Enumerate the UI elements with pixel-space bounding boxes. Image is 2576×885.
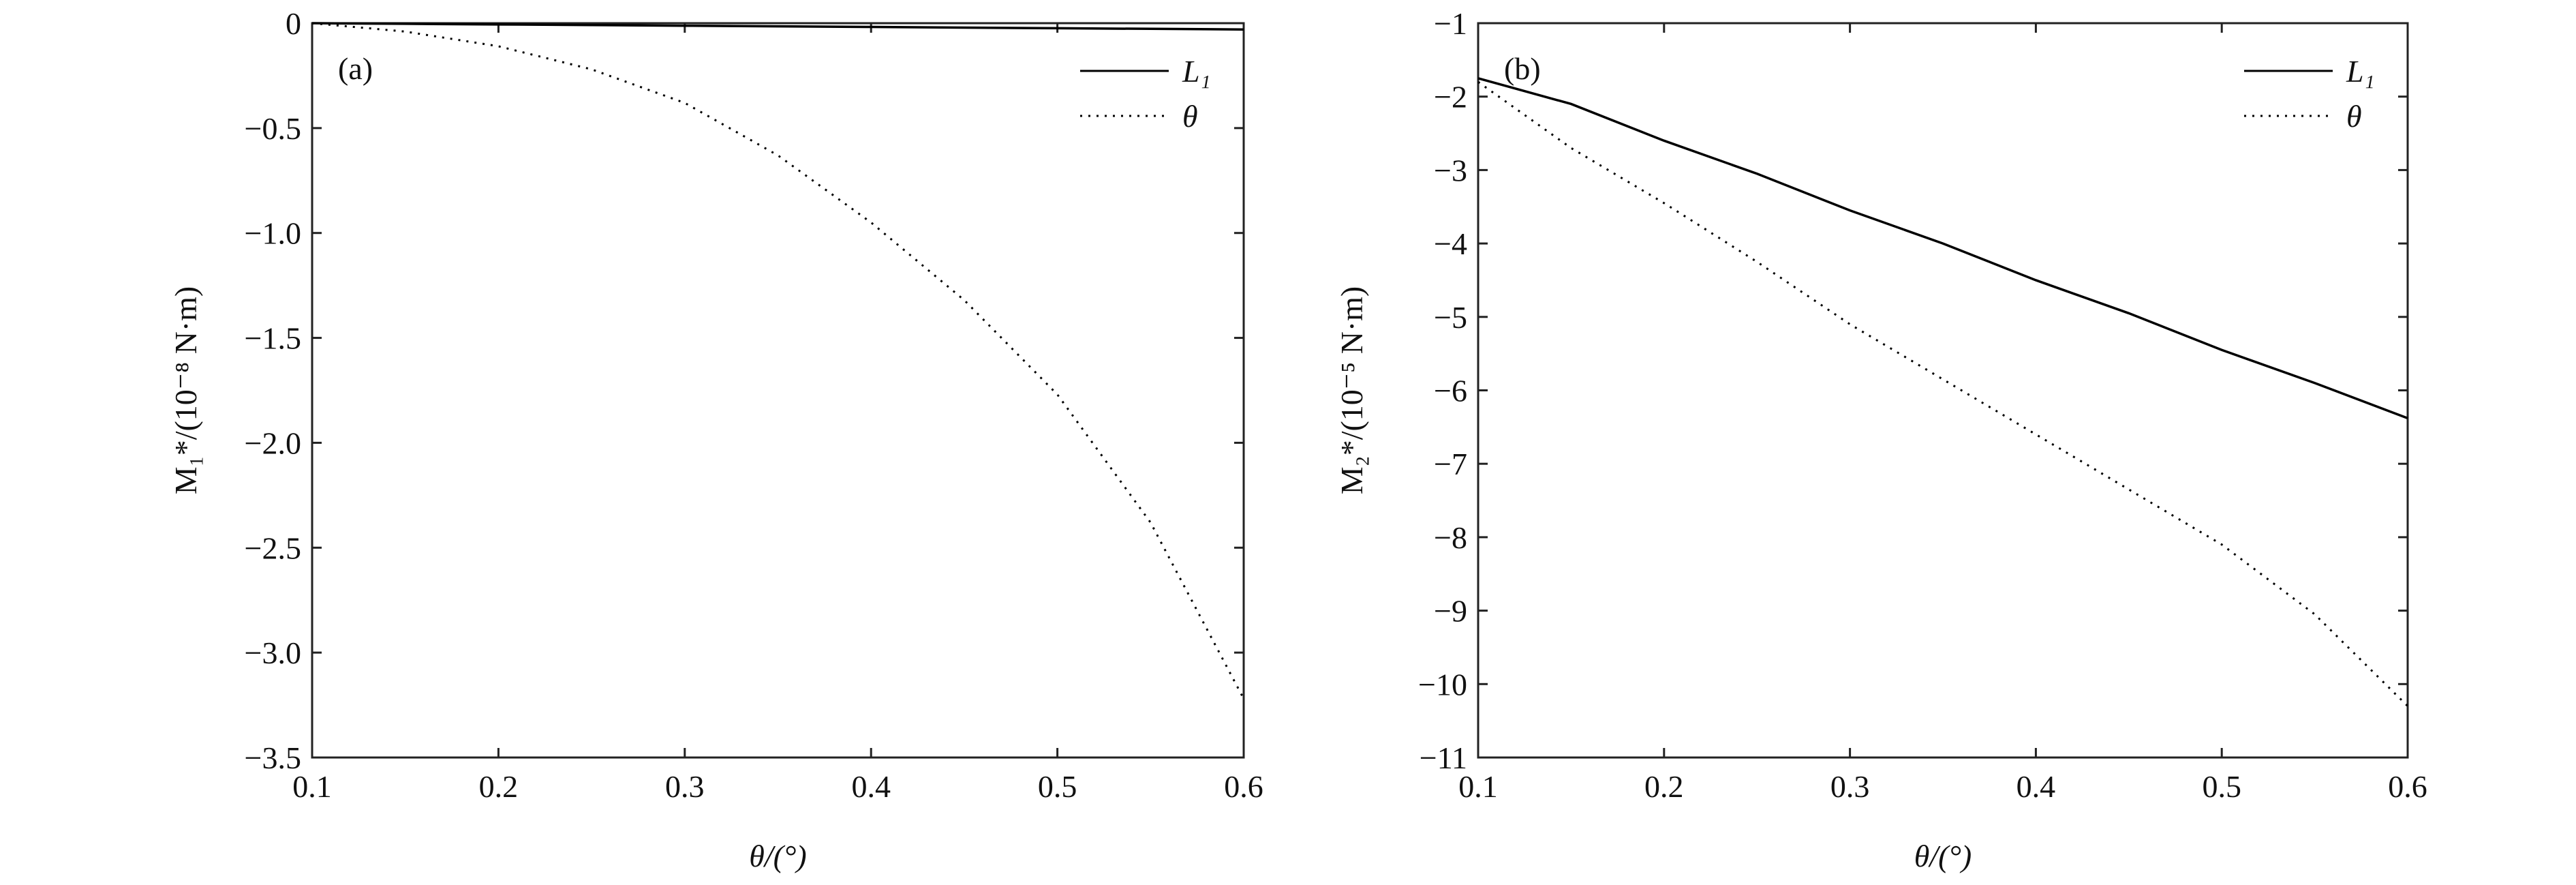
panel: 0.1 0.2 0.3 0.4 0.5 0.6 0 −0.5 −1.0 −1.5 −2.0 −2.5 −… bbox=[168, 6, 1263, 873]
x-axis-label: θ/(°) bbox=[1914, 839, 1972, 873]
plot-frame bbox=[1477, 22, 2409, 759]
x-tick-label: 0.6 bbox=[2388, 769, 2427, 804]
y-tick-label: −1.0 bbox=[245, 216, 301, 251]
legend-label: θ bbox=[1182, 99, 1198, 134]
legend-label: L₁ bbox=[2346, 54, 2375, 89]
x-tick-label: 0.5 bbox=[1038, 769, 1077, 804]
y-tick-label: 0 bbox=[286, 6, 301, 41]
x-tick-label: 0.2 bbox=[1644, 769, 1684, 804]
y-tick-label: −1.5 bbox=[245, 321, 301, 356]
series-line bbox=[1477, 80, 2409, 707]
series-line bbox=[1477, 77, 2408, 420]
y-tick-label: −7 bbox=[1434, 447, 1467, 481]
y-tick-label: −11 bbox=[1420, 740, 1467, 775]
x-tick-label: 0.1 bbox=[1458, 769, 1498, 804]
legend-label: θ bbox=[2346, 99, 2362, 134]
y-tick-label: −3.5 bbox=[245, 740, 301, 775]
y-tick-label: −6 bbox=[1434, 374, 1467, 408]
x-tick-label: 0.1 bbox=[292, 769, 332, 804]
series-line bbox=[311, 22, 1245, 700]
y-axis-label: M₂*/(10⁻⁵ N·m) bbox=[1334, 286, 1369, 495]
series-line bbox=[311, 22, 1244, 31]
y-tick-label: −2.0 bbox=[245, 425, 301, 460]
plot-frame bbox=[311, 22, 1245, 759]
y-tick-label: −5 bbox=[1434, 300, 1467, 335]
y-tick-label: −2.5 bbox=[245, 530, 301, 565]
legend-label: L₁ bbox=[1182, 54, 1211, 89]
y-tick-label: −2 bbox=[1434, 80, 1467, 115]
x-tick-label: 0.4 bbox=[851, 769, 891, 804]
y-tick-label: −0.5 bbox=[245, 111, 301, 146]
panel-label: (a) bbox=[338, 51, 373, 86]
y-tick-label: −1 bbox=[1434, 6, 1467, 41]
x-tick-label: 0.3 bbox=[665, 769, 705, 804]
y-tick-label: −4 bbox=[1434, 226, 1467, 261]
x-tick-label: 0.6 bbox=[1224, 769, 1263, 804]
panel: 0.1 0.2 0.3 0.4 0.5 0.6 −1 −2 −3 −4 −5 −6 −7 −8 −9 −10 −… bbox=[1334, 6, 2427, 873]
x-tick-label: 0.2 bbox=[479, 769, 519, 804]
y-axis-label: M₁*/(10⁻⁸ N·m) bbox=[168, 286, 203, 495]
x-axis-label: θ/(°) bbox=[749, 839, 806, 873]
x-tick-label: 0.3 bbox=[1830, 769, 1870, 804]
y-tick-label: −10 bbox=[1418, 667, 1467, 702]
y-tick-label: −8 bbox=[1434, 520, 1467, 555]
y-tick-label: −3 bbox=[1434, 153, 1467, 188]
y-tick-label: −9 bbox=[1434, 594, 1467, 629]
y-tick-label: −3.0 bbox=[245, 635, 301, 670]
panel-label: (b) bbox=[1504, 51, 1541, 86]
x-tick-label: 0.5 bbox=[2202, 769, 2241, 804]
x-tick-label: 0.4 bbox=[2017, 769, 2056, 804]
